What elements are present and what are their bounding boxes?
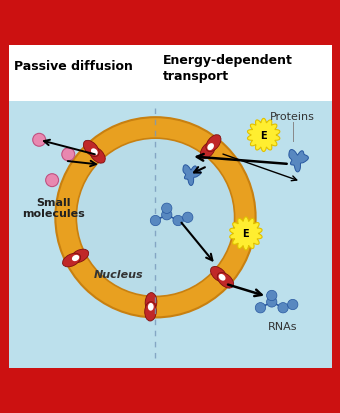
Ellipse shape	[219, 274, 225, 281]
Circle shape	[278, 303, 288, 313]
Circle shape	[267, 297, 277, 307]
Ellipse shape	[83, 141, 99, 157]
Circle shape	[76, 139, 235, 297]
Text: E: E	[243, 229, 249, 239]
Circle shape	[267, 291, 277, 301]
Circle shape	[183, 213, 193, 223]
Circle shape	[288, 299, 298, 310]
Text: Nucleus: Nucleus	[94, 269, 143, 279]
Circle shape	[173, 216, 183, 226]
Ellipse shape	[207, 144, 214, 151]
Ellipse shape	[145, 293, 157, 312]
Text: RNAs: RNAs	[268, 322, 298, 332]
Text: E: E	[260, 131, 267, 140]
Text: Proteins: Proteins	[270, 112, 315, 122]
Ellipse shape	[71, 249, 89, 263]
Ellipse shape	[217, 273, 234, 288]
Circle shape	[46, 174, 58, 187]
Polygon shape	[248, 119, 280, 152]
Circle shape	[255, 303, 266, 313]
Polygon shape	[230, 217, 262, 250]
Bar	[8, 45, 332, 102]
Ellipse shape	[72, 255, 79, 261]
Circle shape	[162, 210, 172, 221]
Circle shape	[150, 216, 160, 226]
Circle shape	[162, 204, 172, 214]
Ellipse shape	[91, 149, 98, 156]
Ellipse shape	[89, 147, 105, 164]
Text: Small
molecules: Small molecules	[22, 197, 85, 219]
Text: Energy-dependent
transport: Energy-dependent transport	[163, 53, 293, 83]
Text: Passive diffusion: Passive diffusion	[14, 60, 133, 73]
Ellipse shape	[145, 302, 156, 321]
Ellipse shape	[63, 254, 81, 267]
Ellipse shape	[206, 135, 221, 152]
Circle shape	[55, 118, 256, 318]
Bar	[8, 102, 332, 368]
Polygon shape	[289, 150, 308, 173]
Circle shape	[33, 134, 46, 147]
Circle shape	[62, 149, 75, 161]
Ellipse shape	[148, 303, 154, 311]
Ellipse shape	[200, 142, 215, 159]
Ellipse shape	[210, 267, 227, 282]
Polygon shape	[183, 165, 201, 186]
